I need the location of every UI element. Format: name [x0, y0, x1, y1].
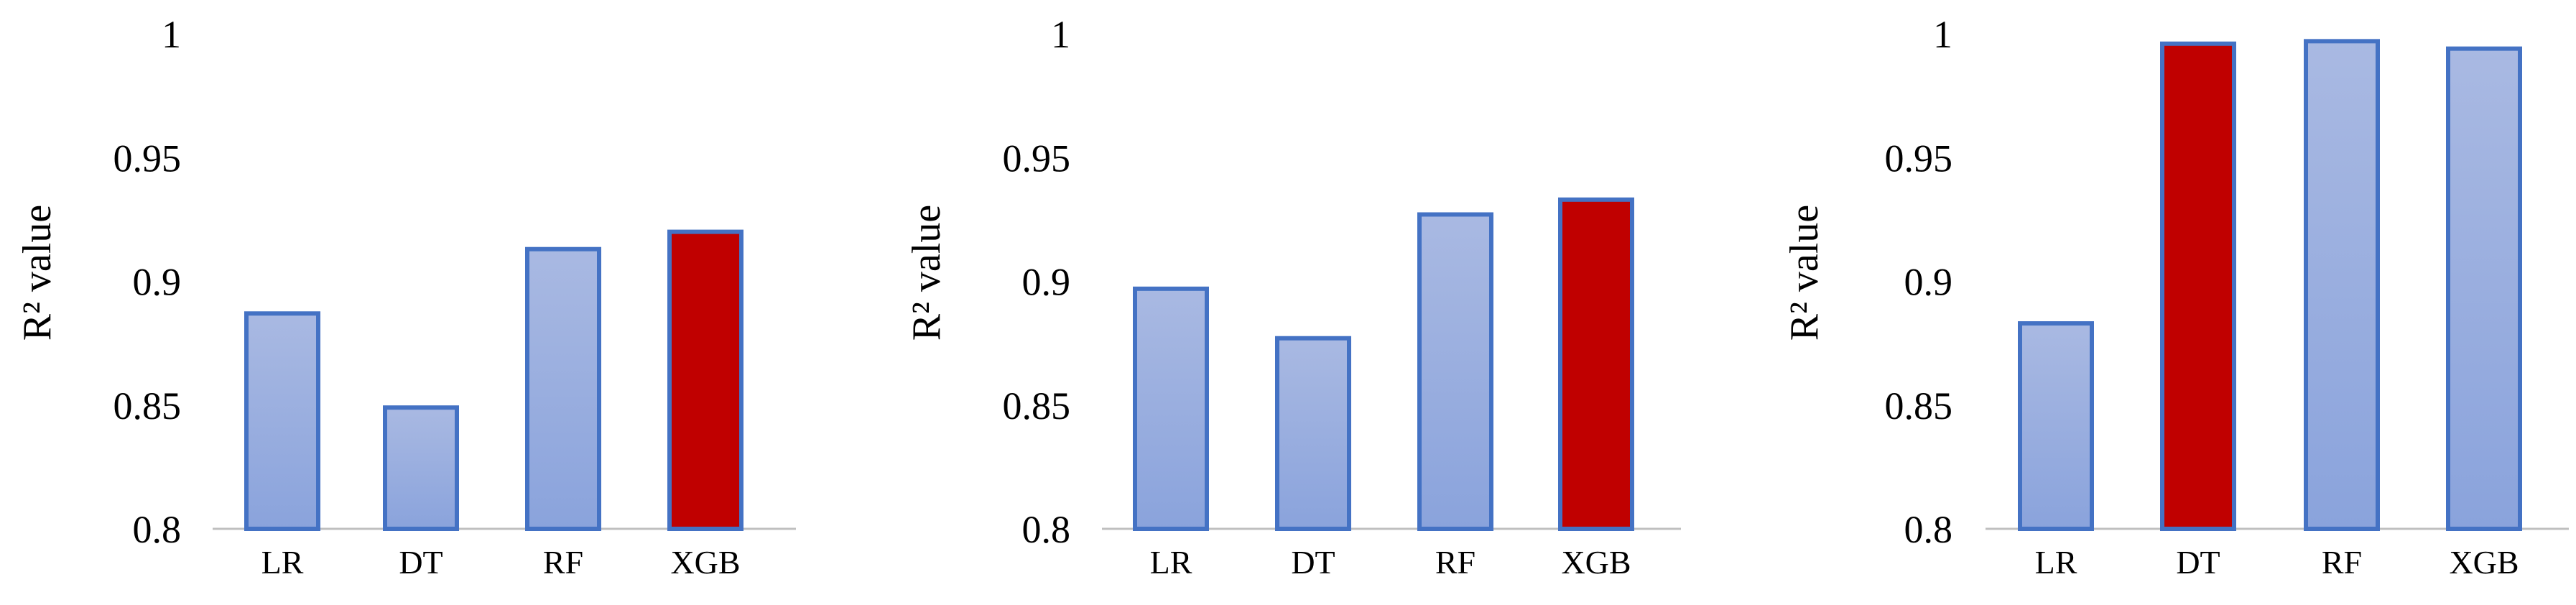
bar-xgb	[1558, 197, 1634, 531]
x-tick-label: LR	[1150, 544, 1192, 581]
y-tick-label: 1	[1051, 13, 1070, 56]
y-tick-label: 0.9	[1022, 261, 1071, 304]
x-tick-label: LR	[2035, 544, 2077, 581]
chart-panel-3: 0.8 0.85 0.9 0.95 1 R² value LR DT RF XGB	[1782, 13, 2569, 581]
bar-rf	[1417, 212, 1493, 531]
x-tick-label: XGB	[2449, 544, 2519, 581]
y-tick-label: 1	[162, 13, 181, 56]
y-tick-label: 0.8	[133, 508, 182, 551]
y-tick-label: 0.85	[113, 384, 182, 428]
y-tick-label: 0.8	[1022, 508, 1071, 551]
x-tick-label: RF	[1435, 544, 1475, 581]
bar-dt	[383, 405, 459, 531]
bar-dt	[1275, 336, 1351, 531]
y-tick-label: 0.95	[113, 137, 182, 180]
bar-rf	[525, 246, 601, 531]
chart-panel-1: 0.8 0.85 0.9 0.95 1 R² value LR DT RF XGB	[15, 13, 796, 581]
bar-xgb	[2446, 46, 2522, 532]
x-tick-label: LR	[261, 544, 304, 581]
bar-lr	[244, 311, 320, 531]
x-tick-label: XGB	[670, 544, 740, 581]
bar-rf	[2304, 39, 2380, 531]
y-tick-label: 1	[1933, 13, 1952, 56]
chart-panel-2: 0.8 0.85 0.9 0.95 1 R² value LR DT RF XGB	[904, 13, 1681, 581]
x-tick-label: DT	[2176, 544, 2220, 581]
bar-lr	[2018, 321, 2094, 531]
y-tick-label: 0.9	[1904, 261, 1953, 304]
y-axis-label: R² value	[15, 205, 60, 341]
y-tick-label: 0.9	[133, 261, 182, 304]
y-tick-label: 0.95	[1885, 137, 1953, 180]
y-tick-label: 0.95	[1003, 137, 1071, 180]
x-tick-label: XGB	[1561, 544, 1631, 581]
y-axis-label: R² value	[1782, 205, 1827, 341]
x-tick-label: DT	[1291, 544, 1335, 581]
y-tick-label: 0.85	[1885, 384, 1953, 428]
bar-xgb	[667, 229, 743, 531]
x-tick-label: RF	[543, 544, 583, 581]
bar-lr	[1133, 286, 1209, 531]
y-tick-label: 0.85	[1003, 384, 1071, 428]
x-tick-label: DT	[399, 544, 443, 581]
bar-dt	[2160, 41, 2236, 531]
x-tick-label: RF	[2322, 544, 2362, 581]
y-tick-label: 0.8	[1904, 508, 1953, 551]
y-axis-label: R² value	[904, 205, 949, 341]
